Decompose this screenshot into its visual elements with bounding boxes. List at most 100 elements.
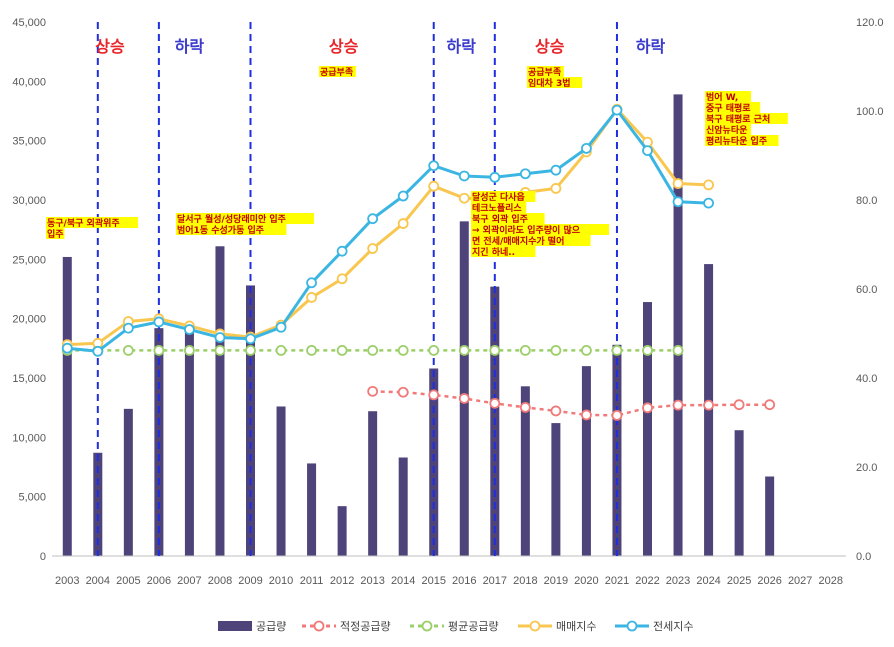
- legend-marker: [529, 620, 541, 632]
- x-tick-label: 2008: [208, 575, 232, 587]
- series-point: [611, 409, 623, 421]
- x-tick-label: 2007: [177, 575, 201, 587]
- annotation-line: 달서구 월성/성당래미안 입주: [177, 213, 286, 225]
- x-tick-label: 2020: [574, 575, 598, 587]
- annotation-highlight: [527, 77, 583, 88]
- annotation-line: 면 전세/매매지수가 떨어: [472, 235, 564, 247]
- legend-item: 평균공급량: [410, 620, 499, 633]
- legend-label: 공급량: [256, 620, 286, 633]
- series-point: [153, 345, 165, 356]
- supply-bar: [520, 386, 530, 556]
- series-point: [367, 213, 379, 225]
- annotation-line: 지긴 하네..: [472, 246, 515, 258]
- annotation-line: 평리뉴타운 입주: [706, 135, 767, 147]
- annotation-line: 북구 외곽 입주: [472, 213, 528, 225]
- series-point: [489, 397, 501, 409]
- series-point: [122, 345, 134, 356]
- series-point: [672, 345, 684, 356]
- series-point: [184, 345, 195, 356]
- series-point: [458, 345, 470, 356]
- series-point: [367, 243, 379, 254]
- annotation-line: 테크노폴리스: [472, 202, 522, 214]
- annotation-line: 임대차 3법: [528, 77, 571, 89]
- y-right-tick-label: 0.0: [856, 551, 871, 563]
- series-point: [764, 399, 776, 411]
- annotation-line: 범어1동 수성가동 입주: [177, 224, 264, 236]
- legend-item: 공급량: [218, 620, 286, 633]
- x-tick-label: 2026: [757, 575, 781, 587]
- x-tick-label: 2015: [421, 575, 445, 587]
- series-point: [245, 333, 256, 345]
- x-tick-label: 2018: [513, 575, 537, 587]
- annotation-line: → 외곽이라도 입주량이 많으: [472, 224, 581, 236]
- supply-bar: [307, 463, 317, 556]
- series-point: [367, 385, 379, 397]
- series-point: [306, 345, 317, 356]
- series-point: [336, 245, 348, 257]
- annotation-highlight: [46, 217, 138, 228]
- y-axis-right: 0.0 20.0 40.0 60.0 80.0 100.0 120.0: [856, 17, 884, 563]
- x-tick-label: 2010: [269, 575, 293, 587]
- series-point: [672, 399, 684, 411]
- supply-bar: [276, 406, 286, 556]
- y-left-tick-label: 10,000: [12, 432, 46, 444]
- annotation-highlight: [471, 202, 527, 213]
- x-tick-label: 2023: [666, 575, 690, 587]
- series-point: [214, 332, 226, 343]
- series-point: [550, 183, 562, 194]
- x-tick-label: 2025: [727, 575, 751, 587]
- supply-bar: [734, 430, 744, 556]
- phase-dividers: [96, 22, 618, 556]
- series-point: [275, 345, 287, 356]
- annotation-line: 범어 W,: [706, 91, 738, 103]
- series-point: [519, 345, 531, 356]
- series-point: [642, 402, 653, 414]
- y-right-tick-label: 120.0: [856, 17, 884, 29]
- x-tick-label: 2024: [696, 575, 720, 587]
- x-tick-label: 2012: [330, 575, 354, 587]
- series-point: [642, 345, 653, 356]
- x-tick-label: 2004: [86, 575, 110, 587]
- x-tick-label: 2006: [147, 575, 171, 587]
- x-tick-label: 2003: [55, 575, 79, 587]
- series-point: [428, 160, 440, 172]
- series-point: [397, 218, 409, 229]
- supply-bar: [581, 366, 591, 556]
- series-point: [581, 345, 592, 356]
- supply-bar: [62, 256, 72, 556]
- supply-bar: [123, 408, 133, 556]
- series-point: [458, 393, 470, 404]
- y-left-tick-label: 25,000: [12, 254, 46, 266]
- y-left-tick-label: 35,000: [12, 136, 46, 148]
- legend-marker: [626, 620, 638, 632]
- annotation-highlight: [705, 113, 788, 124]
- y-left-tick-label: 30,000: [12, 195, 46, 207]
- x-tick-label: 2027: [788, 575, 812, 587]
- annotation-line: 입주: [47, 228, 64, 240]
- series-point: [306, 277, 317, 289]
- series-point: [61, 342, 73, 354]
- series-point: [703, 179, 714, 191]
- series-point: [275, 321, 287, 333]
- supply-bar: [612, 344, 622, 556]
- supply-bar: [368, 411, 378, 556]
- x-tick-label: 2013: [360, 575, 384, 587]
- series-point: [336, 345, 348, 356]
- series-point: [214, 345, 226, 356]
- annotation-line: 북구 태평로 근처: [706, 113, 770, 125]
- series-point: [489, 345, 501, 356]
- legend-item: 적정공급량: [302, 620, 391, 633]
- legend-label: 적정공급량: [340, 620, 391, 633]
- annotation-highlight: [471, 224, 609, 235]
- series-point: [489, 171, 501, 183]
- supply-bar: [643, 302, 652, 556]
- series-point: [733, 399, 745, 411]
- phase-label: 상승: [329, 37, 359, 56]
- x-tick-label: 2017: [483, 575, 507, 587]
- series-point: [703, 197, 714, 209]
- series-point: [367, 345, 379, 356]
- supply-bar: [551, 423, 561, 556]
- supply-bar: [398, 457, 408, 556]
